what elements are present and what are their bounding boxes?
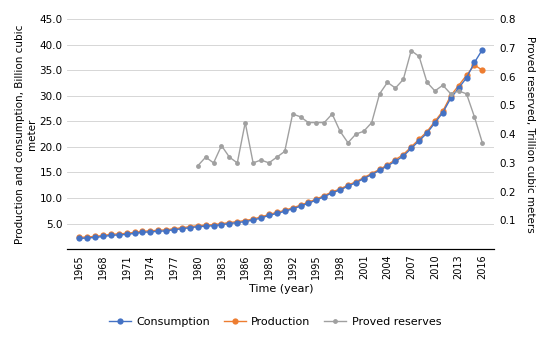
Proved reserves (432, 89, 438, 93)
Consumption (76, 236, 82, 240)
Proved reserves (226, 155, 233, 159)
Proved reserves (463, 92, 470, 96)
Proved reserves (258, 158, 265, 162)
Proved reserves (337, 129, 343, 133)
Proved reserves (408, 49, 415, 53)
Consumption (266, 214, 272, 218)
Proved reserves (289, 112, 296, 116)
Legend: Consumption, Production, Proved reserves: Consumption, Production, Proved reserves (104, 312, 446, 331)
Proved reserves (202, 155, 209, 159)
Production (266, 212, 272, 217)
Proved reserves (195, 164, 201, 168)
Production (479, 68, 486, 72)
Line: Consumption: Consumption (76, 47, 486, 242)
Consumption (337, 188, 343, 192)
Line: Production: Production (76, 62, 486, 241)
Proved reserves (329, 112, 336, 116)
Y-axis label: Proved reserved, Trillion cubic meters: Proved reserved, Trillion cubic meters (525, 36, 535, 233)
Line: Proved reserves: Proved reserves (195, 48, 485, 168)
Proved reserves (392, 86, 399, 90)
Proved reserves (218, 143, 225, 148)
Proved reserves (384, 80, 391, 84)
Production (471, 63, 478, 67)
Proved reserves (234, 161, 240, 165)
Consumption (479, 48, 486, 52)
Consumption (108, 233, 114, 237)
Proved reserves (210, 161, 217, 165)
Proved reserves (447, 92, 454, 96)
Production (447, 94, 454, 98)
Proved reserves (439, 83, 446, 87)
Y-axis label: Production and consumption, Billion cubic
meter: Production and consumption, Billion cubi… (15, 24, 37, 244)
Proved reserves (368, 121, 375, 125)
Production (76, 235, 82, 239)
Production (108, 232, 114, 236)
Proved reserves (321, 121, 328, 125)
Proved reserves (416, 54, 422, 58)
Consumption (218, 223, 225, 227)
Proved reserves (360, 129, 367, 133)
Production (337, 187, 343, 191)
Proved reserves (353, 132, 359, 136)
Proved reserves (282, 149, 288, 153)
Proved reserves (345, 141, 351, 145)
Proved reserves (400, 78, 406, 82)
Proved reserves (455, 89, 462, 93)
Proved reserves (313, 121, 320, 125)
Proved reserves (376, 92, 383, 96)
Proved reserves (266, 161, 272, 165)
Proved reserves (250, 161, 256, 165)
Proved reserves (479, 141, 486, 145)
Production (218, 222, 225, 226)
Production (321, 193, 328, 198)
Proved reserves (273, 155, 280, 159)
Proved reserves (424, 80, 430, 84)
X-axis label: Time (year): Time (year) (249, 284, 313, 294)
Proved reserves (305, 121, 312, 125)
Consumption (321, 194, 328, 199)
Proved reserves (471, 115, 478, 119)
Proved reserves (297, 115, 304, 119)
Consumption (447, 96, 454, 100)
Proved reserves (242, 121, 249, 125)
